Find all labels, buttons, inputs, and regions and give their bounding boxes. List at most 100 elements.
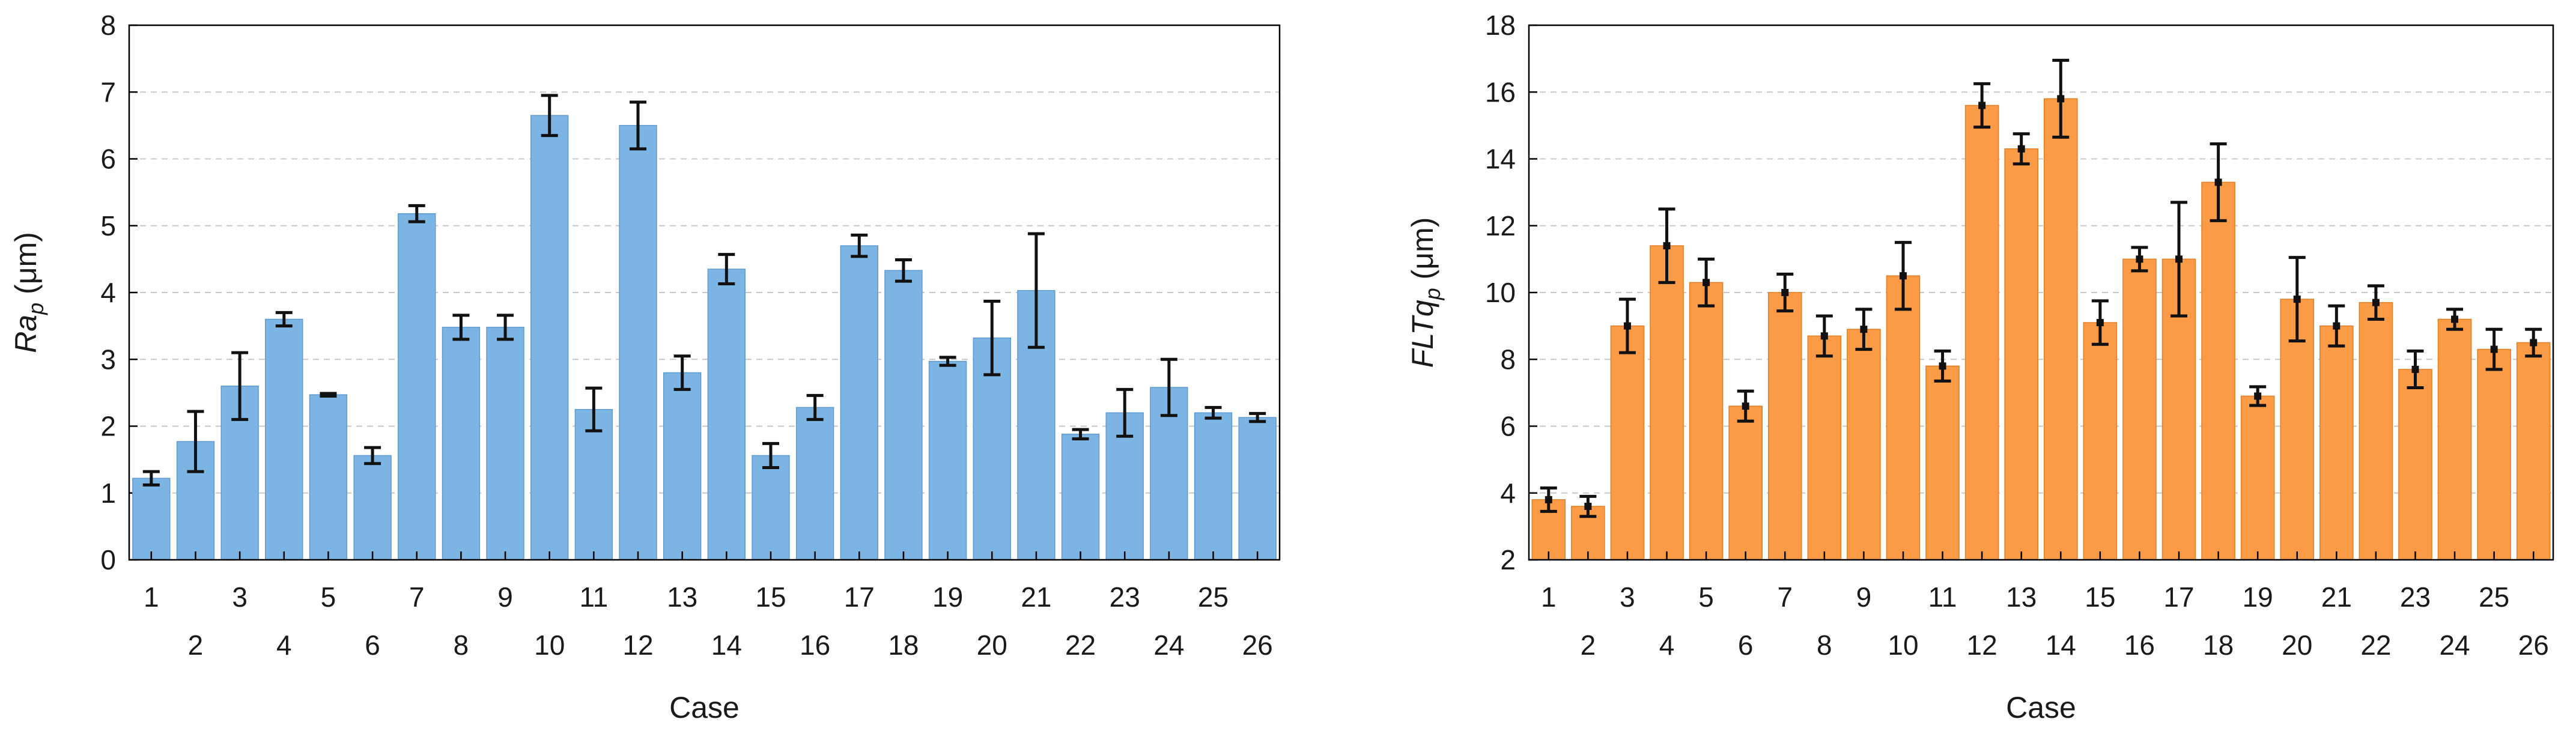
x-tick-label: 10 bbox=[534, 629, 565, 661]
y-tick-label: 6 bbox=[1500, 411, 1516, 442]
x-tick-label: 1 bbox=[144, 581, 159, 613]
y-tick-label: 2 bbox=[1500, 544, 1516, 575]
mean-marker bbox=[1545, 496, 1552, 503]
bar-case-13 bbox=[2004, 148, 2039, 560]
x-tick-label: 13 bbox=[2006, 581, 2037, 613]
bar-case-26 bbox=[1238, 417, 1277, 560]
bar-case-26 bbox=[2516, 342, 2551, 560]
bar-case-25 bbox=[2477, 348, 2511, 560]
bar-case-14 bbox=[2043, 98, 2078, 560]
x-tick-label: 12 bbox=[622, 629, 653, 661]
bar-case-6 bbox=[1728, 405, 1763, 560]
bar-case-5 bbox=[309, 394, 348, 560]
mean-marker bbox=[1820, 332, 1828, 340]
y-tick-label: 2 bbox=[100, 411, 116, 442]
x-tick-label: 2 bbox=[188, 629, 204, 661]
mean-marker bbox=[1781, 289, 1789, 296]
mean-marker bbox=[1663, 242, 1671, 250]
x-tick-label: 17 bbox=[844, 581, 875, 613]
bar-case-3 bbox=[1610, 325, 1645, 560]
x-tick-label: 22 bbox=[1065, 629, 1096, 661]
y-axis-title: FLTqp (μm) bbox=[1406, 217, 1445, 368]
bar-case-18 bbox=[884, 270, 923, 560]
x-tick-label: 25 bbox=[1198, 581, 1229, 613]
bar-case-18 bbox=[2201, 181, 2235, 560]
mean-marker bbox=[1703, 279, 1710, 287]
mean-marker bbox=[1584, 503, 1592, 510]
x-tick-label: 26 bbox=[1242, 629, 1273, 661]
x-tick-label: 19 bbox=[932, 581, 963, 613]
x-tick-label: 3 bbox=[232, 581, 248, 613]
x-tick-label: 3 bbox=[1620, 581, 1635, 613]
x-tick-label: 14 bbox=[711, 629, 742, 661]
y-tick-label: 16 bbox=[1485, 76, 1516, 108]
x-tick-label: 13 bbox=[667, 581, 697, 613]
x-tick-label: 20 bbox=[977, 629, 1007, 661]
plot-frame bbox=[128, 24, 1281, 561]
bar-case-4 bbox=[1650, 245, 1684, 560]
bar-case-21 bbox=[2319, 325, 2354, 560]
x-axis-title: Case bbox=[2006, 691, 2076, 724]
bar-case-6 bbox=[353, 455, 392, 560]
bar-case-22 bbox=[2359, 302, 2393, 560]
bar-case-12 bbox=[619, 125, 657, 560]
x-tick-label: 6 bbox=[1738, 629, 1754, 661]
y-tick-label: 8 bbox=[100, 10, 116, 41]
mean-marker bbox=[1742, 402, 1749, 410]
x-tick-label: 21 bbox=[2321, 581, 2352, 613]
x-tick-label: 22 bbox=[2360, 629, 2391, 661]
x-tick-label: 4 bbox=[1659, 629, 1675, 661]
y-axis-title: Rap (μm) bbox=[9, 232, 48, 353]
bar-case-9 bbox=[1847, 329, 1881, 560]
x-tick-label: 7 bbox=[1777, 581, 1793, 613]
bar-case-10 bbox=[1886, 275, 1921, 560]
mean-marker bbox=[2214, 178, 2222, 186]
bar-case-14 bbox=[707, 268, 746, 560]
mean-marker bbox=[1899, 272, 1907, 280]
x-tick-label: 24 bbox=[2439, 629, 2470, 661]
x-tick-label: 15 bbox=[2085, 581, 2115, 613]
x-tick-label: 20 bbox=[2282, 629, 2312, 661]
bar-case-16 bbox=[795, 407, 834, 560]
y-tick-label: 3 bbox=[100, 344, 116, 375]
mean-marker bbox=[2254, 392, 2262, 400]
x-tick-label: 26 bbox=[2518, 629, 2549, 661]
x-tick-label: 5 bbox=[321, 581, 336, 613]
bar-case-19 bbox=[2240, 395, 2275, 560]
x-tick-label: 21 bbox=[1021, 581, 1051, 613]
x-tick-label: 19 bbox=[2243, 581, 2273, 613]
x-tick-label: 16 bbox=[800, 629, 830, 661]
x-axis-title: Case bbox=[669, 691, 740, 724]
x-tick-label: 24 bbox=[1153, 629, 1184, 661]
y-tick-label: 12 bbox=[1485, 210, 1516, 241]
x-tick-label: 9 bbox=[497, 581, 513, 613]
bar-case-4 bbox=[265, 318, 303, 560]
y-tick-label: 18 bbox=[1485, 10, 1516, 41]
bar-case-9 bbox=[486, 327, 524, 560]
x-tick-label: 4 bbox=[276, 629, 292, 661]
bar-case-24 bbox=[2437, 318, 2472, 560]
x-tick-label: 16 bbox=[2124, 629, 2155, 661]
x-tick-label: 12 bbox=[1967, 629, 1997, 661]
y-tick-label: 8 bbox=[1500, 344, 1516, 375]
x-tick-label: 11 bbox=[579, 581, 608, 613]
x-tick-label: 18 bbox=[2203, 629, 2234, 661]
bar-case-7 bbox=[1767, 292, 1802, 560]
x-tick-label: 9 bbox=[1856, 581, 1872, 613]
mean-marker bbox=[1978, 102, 1986, 109]
bar-case-1 bbox=[132, 478, 171, 560]
bar-case-25 bbox=[1194, 412, 1233, 560]
mean-marker bbox=[2372, 299, 2380, 306]
mean-marker bbox=[2451, 315, 2459, 323]
chart-panel-1: 0123456781234567891011121314151617181920… bbox=[9, 10, 1281, 724]
y-tick-label: 5 bbox=[100, 210, 116, 241]
x-tick-label: 1 bbox=[1541, 581, 1557, 613]
x-tick-label: 14 bbox=[2046, 629, 2076, 661]
y-tick-label: 7 bbox=[100, 76, 116, 108]
y-tick-label: 10 bbox=[1485, 277, 1516, 308]
x-tick-label: 6 bbox=[365, 629, 380, 661]
mean-marker bbox=[2057, 95, 2065, 103]
x-tick-label: 2 bbox=[1581, 629, 1596, 661]
y-tick-label: 0 bbox=[100, 544, 116, 575]
